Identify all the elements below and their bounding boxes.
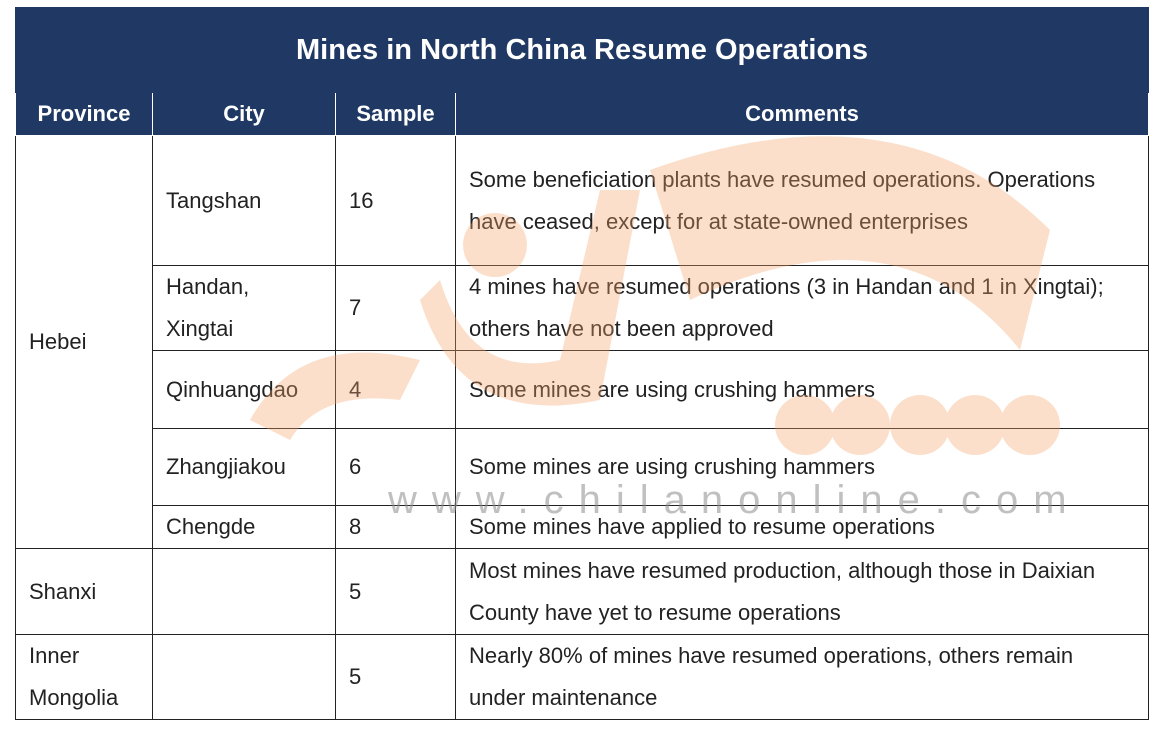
city-cell: Qinhuangdao (152, 350, 336, 429)
sample-cell: 4 (335, 350, 456, 429)
city-cell: Tangshan (152, 135, 336, 266)
city-cell: Handan, Xingtai (152, 265, 336, 351)
column-header: Sample (335, 92, 456, 136)
sample-cell: 5 (335, 634, 456, 720)
sample-cell: 7 (335, 265, 456, 351)
province-cell: Inner Mongolia (15, 634, 153, 720)
city-cell (152, 548, 336, 635)
comments-cell: Some mines have applied to resume operat… (454, 505, 1150, 549)
sample-cell: 8 (335, 505, 456, 549)
comments-cell: Some mines are using crushing hammers (454, 428, 1150, 506)
comments-cell: Most mines have resumed production, alth… (454, 548, 1150, 635)
column-header: City (152, 92, 336, 136)
column-header: Province (15, 92, 153, 136)
column-header: Comments (454, 92, 1150, 136)
comments-cell: 4 mines have resumed operations (3 in Ha… (454, 265, 1150, 351)
comments-cell: Some beneficiation plants have resumed o… (454, 135, 1150, 266)
province-cell: Hebei (15, 135, 153, 549)
city-cell: Zhangjiakou (152, 428, 336, 506)
city-cell (152, 634, 336, 720)
table-row: Shanxi 5 Most mines have resumed productio… (15, 548, 1150, 635)
table-row: Handan, Xingtai 7 4 mines have resumed ope… (16, 265, 1150, 351)
table-wrap: Mines in North China Resume Operations P… (14, 7, 1150, 720)
comments-cell: Nearly 80% of mines have resumed operati… (454, 634, 1150, 720)
table-row: Qinhuangdao 4 Some mines are using crushin… (16, 350, 1150, 429)
province-cell: Shanxi (15, 548, 153, 635)
table-body: Hebei Tangshan 16 Some beneficiation plants… (15, 135, 1150, 720)
table: Mines in North China Resume Operations P… (14, 7, 1150, 720)
comments-cell: Some mines are using crushing hammers (454, 350, 1150, 429)
title: Mines in North China Resume Operations (14, 7, 1150, 93)
table-row: Inner Mongolia 5 Nearly 80% of mines have … (15, 634, 1150, 720)
sample-cell: 6 (335, 428, 456, 506)
sample-cell: 5 (335, 548, 456, 635)
table-row: Zhangjiakou 6 Some mines are using crushin… (16, 428, 1150, 506)
table-row: Hebei Tangshan 16 Some beneficiation plants… (15, 135, 1150, 549)
header-row: Province City Sample Comments (15, 92, 1150, 136)
city-cell: Chengde (152, 505, 336, 549)
sample-cell: 16 (335, 135, 456, 266)
table-row: Chengde 8 Some mines have applied to resum… (16, 505, 1150, 549)
